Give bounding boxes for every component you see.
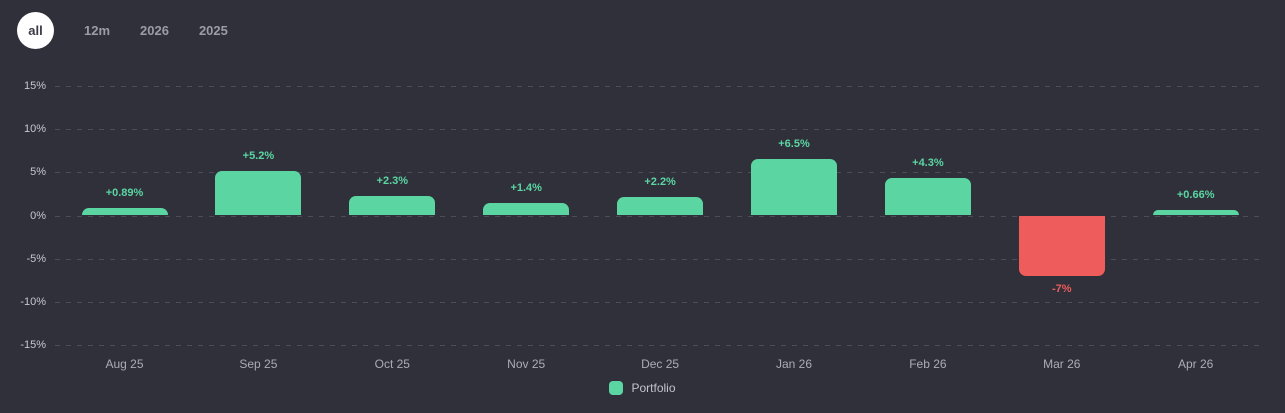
bar-aug-25[interactable] — [81, 207, 168, 216]
portfolio-legend-swatch-icon — [609, 381, 624, 395]
x-axis-label-jan-26: Jan 26 — [775, 357, 813, 371]
y-axis-tick-label: 15% — [23, 80, 46, 93]
x-axis-label-aug-25: Aug 25 — [105, 357, 144, 371]
y-axis-tick-label: 5% — [30, 166, 46, 179]
time-filter-bar: all 12m 2026 2025 — [17, 12, 228, 49]
x-axis-label-dec-25: Dec 25 — [641, 357, 680, 371]
y-axis-tick-label: 10% — [23, 123, 46, 136]
gridline--5% — [55, 258, 1263, 260]
portfolio-legend-label: Portfolio — [631, 381, 676, 395]
x-axis-label-sep-25: Sep 25 — [239, 357, 278, 371]
y-axis-tick-label: -5% — [26, 252, 46, 265]
gridline--10% — [55, 301, 1263, 303]
filter-button-2026[interactable]: 2026 — [140, 12, 169, 49]
bar-nov-25[interactable] — [483, 203, 570, 216]
bar-value-label: +5.2% — [242, 149, 275, 162]
y-axis-tick-label: -15% — [20, 338, 46, 351]
bar-sep-25[interactable] — [215, 170, 302, 216]
bar-value-label: +2.2% — [644, 175, 676, 188]
bar-apr-26[interactable] — [1152, 209, 1239, 216]
filter-button-12m[interactable]: 12m — [84, 12, 110, 49]
bar-value-label: -7% — [1052, 282, 1072, 295]
bar-value-label: +6.5% — [778, 138, 810, 151]
filter-button-all[interactable]: all — [17, 12, 54, 49]
filter-button-2025[interactable]: 2025 — [199, 12, 228, 49]
bar-value-label: +1.4% — [510, 182, 542, 195]
bar-value-label: +0.66% — [1176, 188, 1215, 201]
bar-value-label: +2.3% — [376, 174, 409, 187]
gridline--15% — [55, 344, 1263, 346]
gridline-5% — [55, 172, 1263, 174]
x-axis-label-oct-25: Oct 25 — [374, 357, 410, 371]
bar-feb-26[interactable] — [884, 178, 971, 216]
x-axis-label-nov-25: Nov 25 — [507, 357, 546, 371]
y-axis-tick-label: -10% — [20, 295, 46, 308]
x-axis-label-apr-26: Apr 26 — [1178, 357, 1214, 371]
chart-legend[interactable]: Portfolio — [0, 381, 1285, 395]
bar-oct-25[interactable] — [349, 195, 436, 216]
gridline-0% — [55, 215, 1263, 217]
bar-value-label: +0.89% — [105, 186, 144, 199]
bar-jan-26[interactable] — [751, 159, 837, 216]
bar-value-label: +4.3% — [912, 157, 944, 170]
x-axis-label-mar-26: Mar 26 — [1043, 357, 1081, 371]
x-axis-label-feb-26: Feb 26 — [909, 357, 947, 371]
gridline-15% — [55, 86, 1263, 88]
gridline-10% — [55, 129, 1263, 131]
bar-dec-25[interactable] — [617, 196, 704, 216]
bar-mar-26[interactable] — [1018, 215, 1105, 276]
y-axis-tick-label: 0% — [30, 209, 46, 222]
